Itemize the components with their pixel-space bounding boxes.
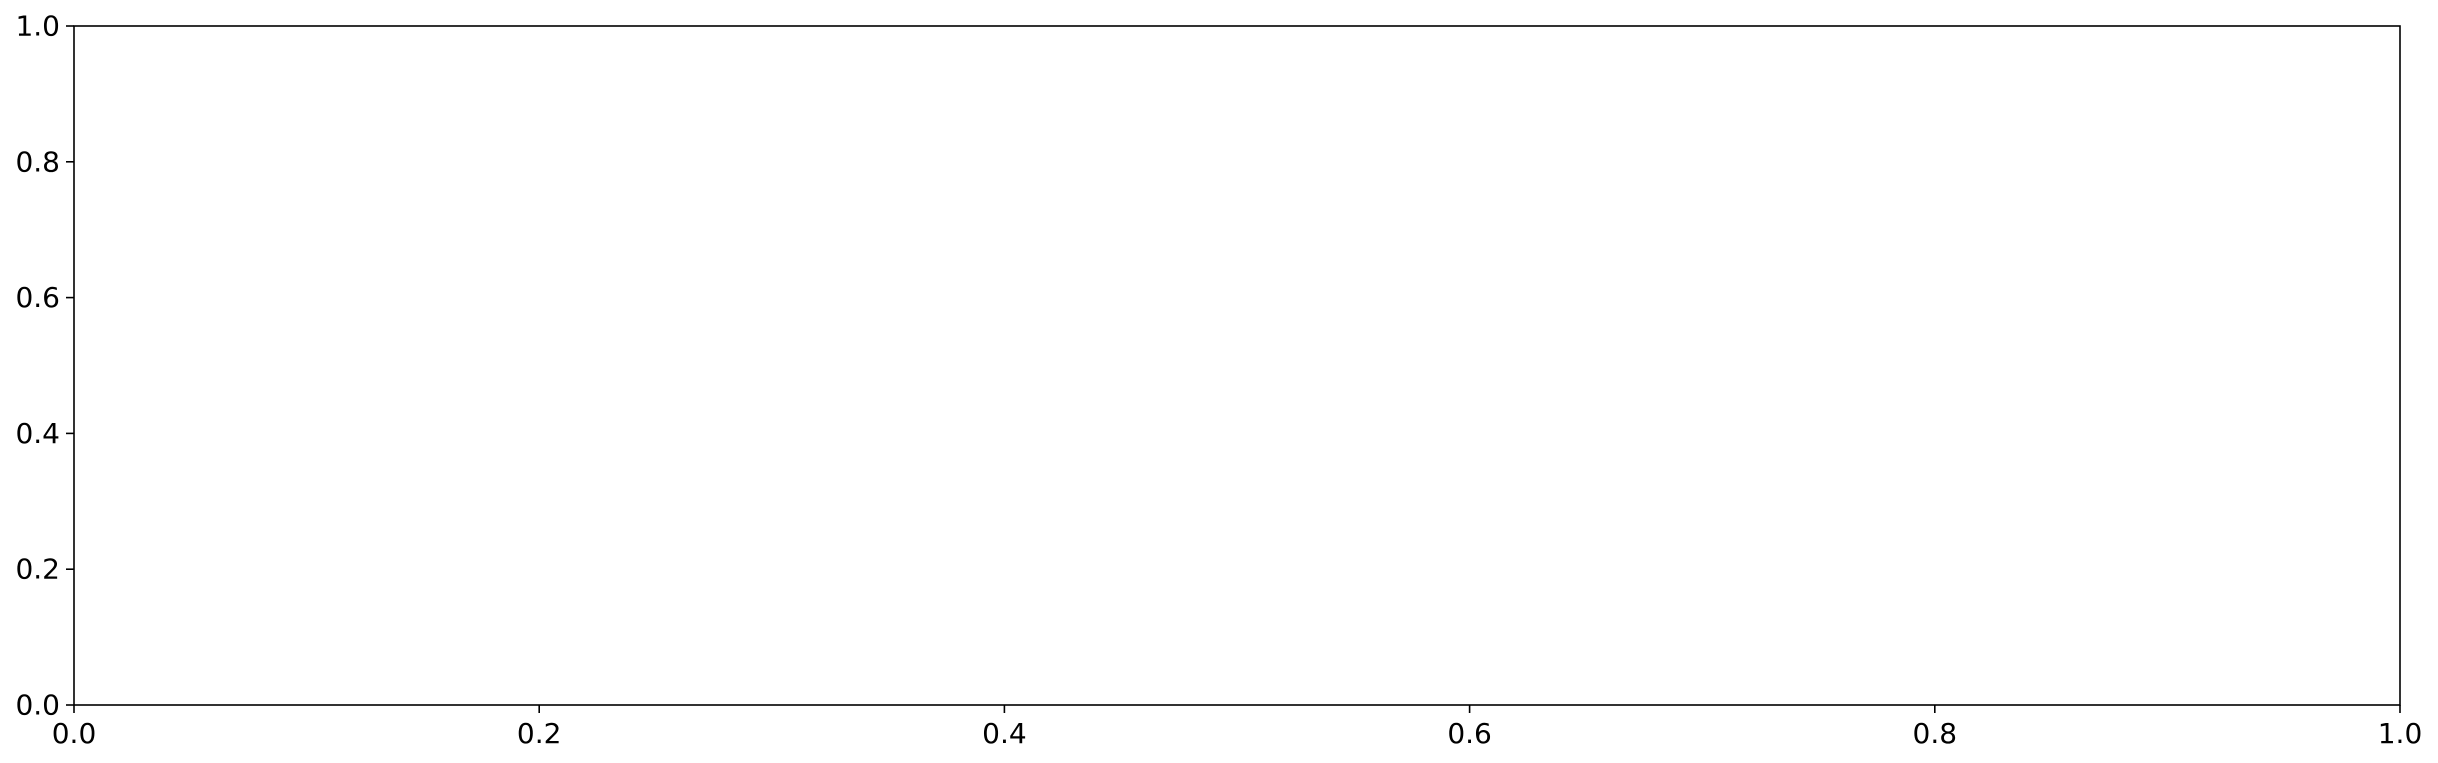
y-tick-label: 0.4 (15, 417, 60, 450)
x-tick-label: 0.2 (517, 717, 562, 750)
x-tick-label: 0.8 (1913, 717, 1958, 750)
plot-area (73, 25, 2401, 706)
x-axis: 0.0 0.2 0.4 0.6 0.8 1.0 (52, 705, 2423, 750)
x-tick-label: 0.4 (982, 717, 1027, 750)
y-tick-label: 1.0 (15, 10, 60, 43)
y-tick-label: 0.0 (15, 689, 60, 722)
axes-frame (73, 25, 2401, 706)
y-axis: 0.0 0.2 0.4 0.6 0.8 1.0 (15, 10, 74, 722)
y-tick-label: 0.6 (15, 281, 60, 314)
y-tick-label: 0.8 (15, 145, 60, 178)
y-tick-label: 0.2 (15, 553, 60, 586)
x-tick-label: 1.0 (2378, 717, 2423, 750)
x-tick-label: 0.0 (52, 717, 97, 750)
x-tick-label: 0.6 (1447, 717, 1492, 750)
